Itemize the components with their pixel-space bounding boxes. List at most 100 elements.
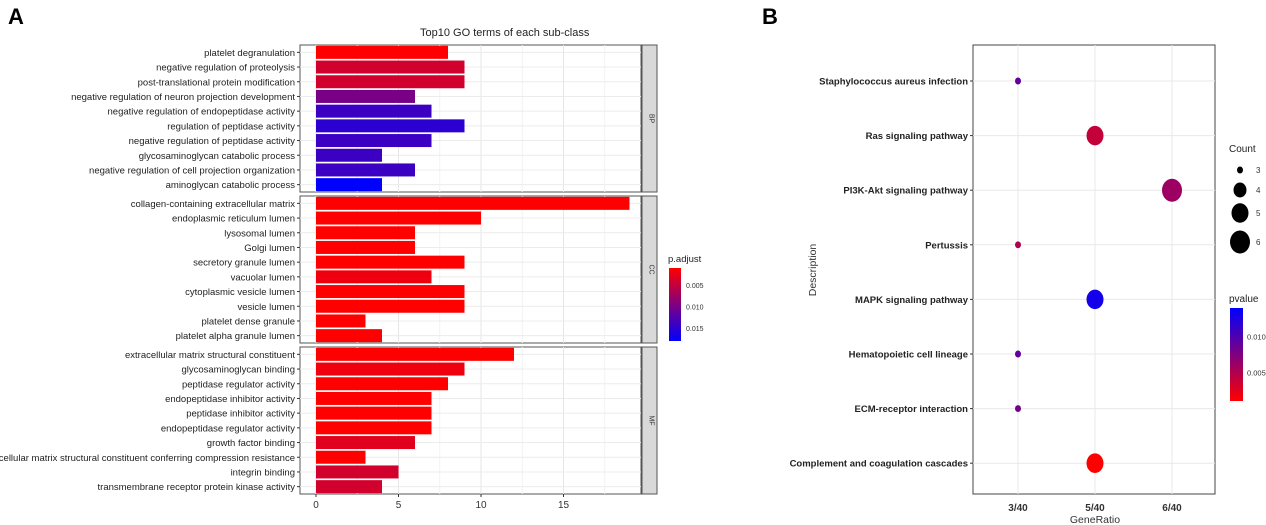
category-label: ECM-receptor interaction (855, 404, 969, 415)
facet-strip (641, 195, 658, 344)
category-label: PI3K-Akt signaling pathway (843, 186, 968, 197)
dot (1086, 453, 1104, 473)
bar (316, 314, 366, 328)
category-label: negative regulation of proteolysis (156, 63, 295, 74)
category-label: lysosomal lumen (224, 228, 295, 239)
category-label: glycosaminoglycan binding (181, 365, 295, 376)
category-label: regulation of peptidase activity (167, 121, 295, 132)
bar (316, 163, 415, 177)
dot (1086, 289, 1104, 310)
bar (316, 134, 432, 148)
dot (1015, 241, 1021, 249)
bar (316, 45, 448, 59)
bar (316, 465, 399, 479)
category-label: extracellular matrix structural constitu… (0, 453, 295, 464)
bar (316, 211, 481, 225)
size-legend-label: 3 (1256, 166, 1261, 175)
legend-tick-label: 0.005 (1247, 368, 1266, 377)
facet-strip-label: CC (648, 264, 655, 274)
plot-panel (972, 44, 1216, 495)
bar (316, 329, 382, 343)
category-label: secretory granule lumen (193, 258, 295, 269)
x-tick-label: 0 (313, 500, 319, 511)
bar (316, 60, 465, 74)
category-label: endopeptidase regulator activity (161, 423, 295, 434)
category-label: negative regulation of neuron projection… (71, 92, 295, 103)
category-label: negative regulation of cell projection o… (89, 165, 295, 176)
panel-label-b: B (762, 4, 778, 29)
facet-bp: BP platelet degranulation negative regulat… (71, 44, 658, 193)
category-label: MAPK signaling pathway (855, 295, 969, 306)
category-label: negative regulation of peptidase activit… (129, 136, 296, 147)
category-label: platelet degranulation (204, 48, 295, 59)
category-label: platelet alpha granule lumen (176, 331, 295, 342)
bar (316, 148, 382, 162)
dot (1162, 178, 1182, 202)
size-legend-dot (1231, 203, 1249, 223)
category-label: endoplasmic reticulum lumen (172, 214, 295, 225)
facet-strip (641, 44, 658, 193)
category-label: endopeptidase inhibitor activity (165, 394, 295, 405)
bar (316, 377, 448, 391)
panel-label-a: A (8, 4, 24, 29)
bar (316, 391, 432, 405)
bar (316, 75, 465, 89)
size-legend-title: Count (1229, 144, 1256, 155)
x-tick-label: 5 (396, 500, 402, 511)
facet-mf: MF extracellular matrix structural consti… (0, 346, 658, 495)
x-tick-label: 3/40 (1008, 503, 1028, 514)
category-label: collagen-containing extracellular matrix (131, 199, 295, 210)
bar (316, 240, 415, 254)
bar (316, 196, 630, 210)
category-label: Golgi lumen (244, 243, 295, 254)
dot (1015, 77, 1021, 85)
facet-strip-label: MF (648, 415, 655, 425)
category-label: Hematopoietic cell lineage (849, 350, 968, 361)
bar (316, 480, 382, 494)
dot (1015, 405, 1021, 413)
x-tick-label: 6/40 (1162, 503, 1182, 514)
category-label: Complement and coagulation cascades (790, 459, 968, 470)
y-axis-label: Description (807, 244, 819, 297)
category-label: peptidase inhibitor activity (186, 409, 295, 420)
legend-title: p.adjust (668, 254, 702, 265)
category-label: glycosaminoglycan catabolic process (139, 151, 296, 162)
bar (316, 450, 366, 464)
size-legend-label: 5 (1256, 209, 1261, 218)
size-legend-label: 4 (1256, 186, 1261, 195)
kegg-dot-chart: 3/40 5/40 6/40 Staphylococcus aureus infect… (790, 44, 1266, 525)
facet-strip-label: BP (648, 114, 655, 124)
size-legend-dot (1233, 182, 1247, 198)
x-axis-label: GeneRatio (1070, 514, 1120, 525)
color-bar (669, 268, 681, 341)
size-legend-label: 6 (1256, 238, 1261, 247)
dot (1086, 125, 1104, 146)
dot (1015, 350, 1021, 358)
bar (316, 104, 432, 118)
category-label: extracellular matrix structural constitu… (125, 350, 295, 361)
chart-a-title: Top10 GO terms of each sub-class (420, 27, 590, 39)
category-label: integrin binding (231, 467, 295, 478)
bar (316, 362, 465, 376)
bar (316, 299, 465, 313)
x-tick-label: 15 (558, 500, 570, 511)
bar (316, 89, 415, 103)
category-label: transmembrane receptor protein kinase ac… (98, 482, 296, 493)
category-label: vacuolar lumen (231, 272, 295, 283)
category-label: platelet dense granule (202, 316, 296, 327)
category-label: Pertussis (925, 240, 968, 251)
bar (316, 347, 514, 361)
bar (316, 421, 432, 435)
bar (316, 119, 465, 133)
category-label: Ras signaling pathway (866, 131, 969, 142)
category-label: vesicle lumen (237, 302, 295, 313)
legend-tick-label: 0.005 (686, 283, 704, 290)
legend-tick-label: 0.010 (686, 305, 704, 312)
category-label: peptidase regulator activity (182, 379, 295, 390)
go-bar-chart: BP platelet degranulation negative regulat… (0, 44, 704, 511)
x-tick-label: 10 (475, 500, 487, 511)
size-legend-dot (1237, 166, 1243, 174)
x-tick-label: 5/40 (1085, 503, 1105, 514)
bar (316, 406, 432, 420)
